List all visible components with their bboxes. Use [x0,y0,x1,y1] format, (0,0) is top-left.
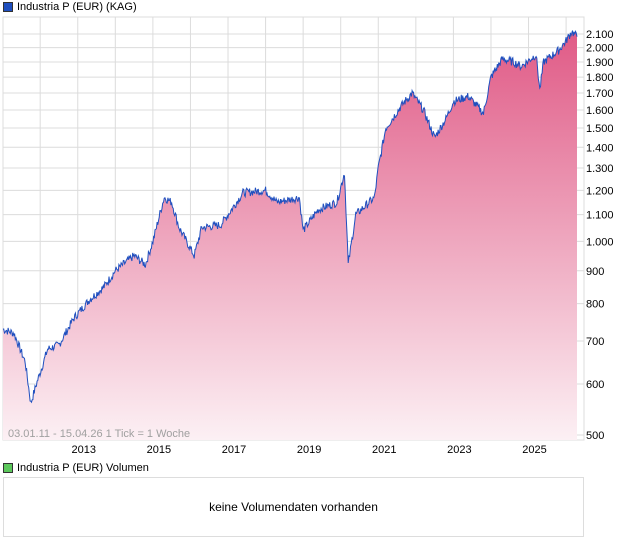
legend-main: Industria P (EUR) (KAG) [3,1,137,13]
legend-volume-swatch-icon [3,463,13,473]
y-tick-label: 500 [586,430,604,442]
y-tick-label: 1.000 [586,236,614,248]
x-tick-label: 2013 [72,444,96,456]
y-tick-label: 2.000 [586,43,614,55]
y-tick-label: 600 [586,379,604,391]
x-tick-label: 2017 [222,444,246,456]
y-tick-label: 1.200 [586,185,614,197]
x-tick-label: 2019 [297,444,321,456]
y-tick-label: 800 [586,299,604,311]
price-chart: 500 600 700 800 900 1.000 1.100 1.200 1.300 1.400… [2,16,614,456]
volume-panel: keine Volumendaten vorhanden [3,477,584,537]
y-tick-label: 1.700 [586,88,614,100]
x-tick-label: 2015 [147,444,171,456]
y-tick-label: 1.900 [586,57,614,69]
x-tick-label: 2021 [372,444,396,456]
y-tick-label: 1.300 [586,163,614,175]
volume-empty-message: keine Volumendaten vorhanden [209,500,378,514]
x-tick-label: 2025 [522,444,546,456]
y-tick-label: 1.500 [586,123,614,135]
y-tick-label: 1.100 [586,210,614,222]
legend-swatch-icon [3,2,13,12]
y-tick-label: 1.600 [586,105,614,117]
y-tick-label: 1.400 [586,142,614,154]
legend-main-label: Industria P (EUR) (KAG) [17,1,137,13]
legend-volume-label: Industria P (EUR) Volumen [17,462,149,474]
price-line [2,29,578,404]
y-tick-label: 700 [586,336,604,348]
y-tick-label: 900 [586,266,604,278]
y-tick-label: 1.800 [586,72,614,84]
legend-volume: Industria P (EUR) Volumen [3,462,149,474]
x-tick-label: 2023 [447,444,471,456]
y-tick-label: 2.100 [586,29,614,41]
range-info: 03.01.11 - 15.04.26 1 Tick = 1 Woche [8,428,191,440]
